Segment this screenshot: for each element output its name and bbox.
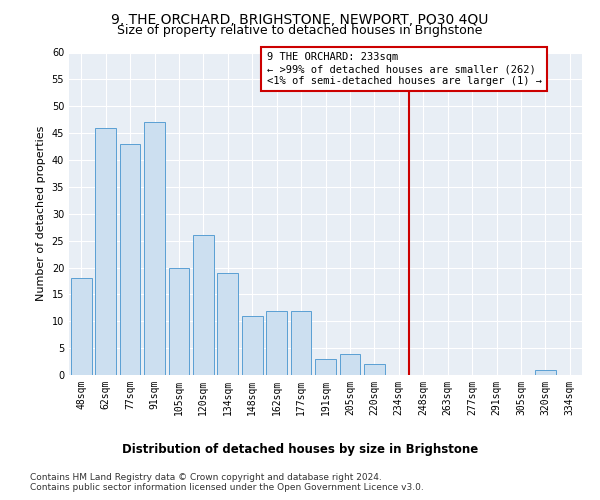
- Bar: [217, 273, 238, 375]
- Text: Distribution of detached houses by size in Brighstone: Distribution of detached houses by size …: [122, 442, 478, 456]
- Bar: [193, 236, 214, 375]
- Bar: [535, 370, 556, 375]
- Bar: [266, 310, 287, 375]
- Bar: [340, 354, 361, 375]
- Text: Contains HM Land Registry data © Crown copyright and database right 2024.: Contains HM Land Registry data © Crown c…: [30, 472, 382, 482]
- Bar: [169, 268, 190, 375]
- Bar: [144, 122, 165, 375]
- Bar: [242, 316, 263, 375]
- Bar: [119, 144, 140, 375]
- Text: Size of property relative to detached houses in Brighstone: Size of property relative to detached ho…: [118, 24, 482, 37]
- Text: 9, THE ORCHARD, BRIGHSTONE, NEWPORT, PO30 4QU: 9, THE ORCHARD, BRIGHSTONE, NEWPORT, PO3…: [112, 12, 488, 26]
- Y-axis label: Number of detached properties: Number of detached properties: [36, 126, 46, 302]
- Bar: [364, 364, 385, 375]
- Text: Contains public sector information licensed under the Open Government Licence v3: Contains public sector information licen…: [30, 484, 424, 492]
- Bar: [95, 128, 116, 375]
- Bar: [71, 278, 92, 375]
- Bar: [315, 359, 336, 375]
- Bar: [290, 310, 311, 375]
- Text: 9 THE ORCHARD: 233sqm
← >99% of detached houses are smaller (262)
<1% of semi-de: 9 THE ORCHARD: 233sqm ← >99% of detached…: [266, 52, 542, 86]
